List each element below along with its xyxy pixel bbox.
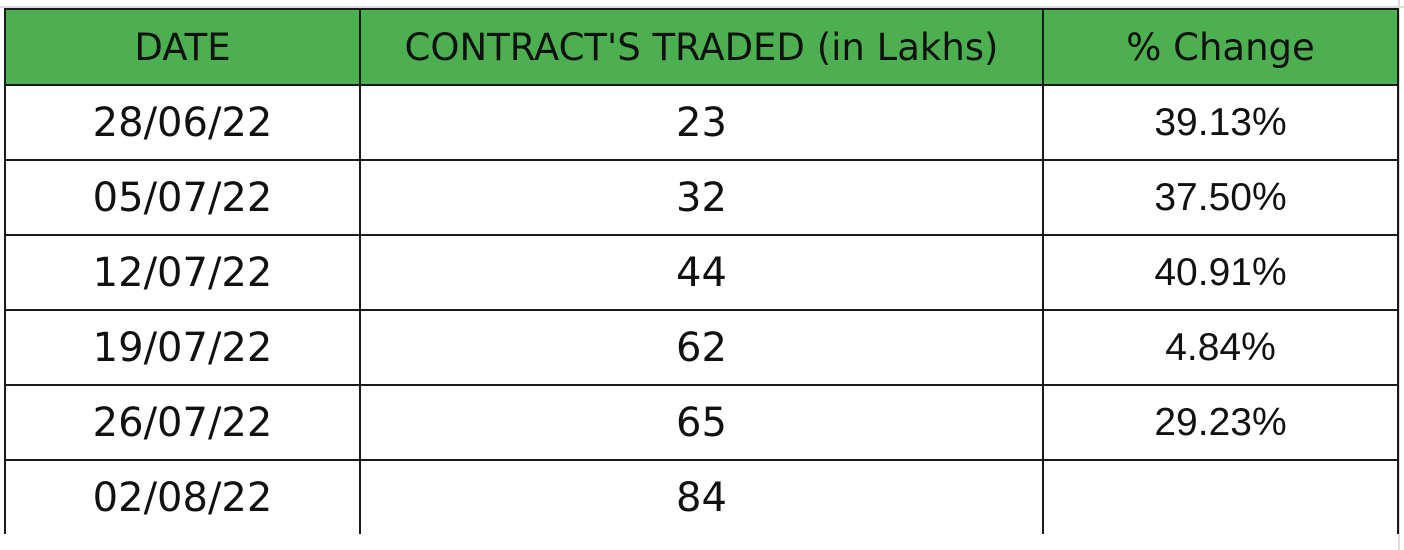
column-header-contracts[interactable]: CONTRACT'S TRADED (in Lakhs) <box>359 8 1044 86</box>
column-header-change[interactable]: % Change <box>1042 8 1399 86</box>
date-cell[interactable]: 19/07/22 <box>4 309 361 386</box>
date-cell[interactable]: 28/06/22 <box>4 84 361 161</box>
date-cell[interactable]: 12/07/22 <box>4 234 361 311</box>
contracts-cell[interactable]: 44 <box>359 234 1044 311</box>
change-cell[interactable]: 29.23% <box>1042 384 1399 461</box>
change-cell[interactable]: 40.91% <box>1042 234 1399 311</box>
table-header-row: DATE CONTRACT'S TRADED (in Lakhs) % Chan… <box>4 8 1399 86</box>
contracts-cell[interactable]: 62 <box>359 309 1044 386</box>
date-cell[interactable]: 05/07/22 <box>4 159 361 236</box>
date-cell[interactable]: 26/07/22 <box>4 384 361 461</box>
contracts-cell[interactable]: 23 <box>359 84 1044 161</box>
contracts-table: DATE CONTRACT'S TRADED (in Lakhs) % Chan… <box>4 8 1399 534</box>
table-row: 02/08/22 84 <box>4 459 1399 534</box>
contracts-cell[interactable]: 84 <box>359 459 1044 534</box>
table-row: 05/07/22 32 37.50% <box>4 159 1399 236</box>
table-row: 12/07/22 44 40.91% <box>4 234 1399 311</box>
change-cell[interactable]: 39.13% <box>1042 84 1399 161</box>
gridline <box>1398 0 1400 550</box>
contracts-cell[interactable]: 65 <box>359 384 1044 461</box>
change-cell[interactable]: 37.50% <box>1042 159 1399 236</box>
table-row: 26/07/22 65 29.23% <box>4 384 1399 461</box>
column-header-date[interactable]: DATE <box>4 8 361 86</box>
change-cell[interactable] <box>1042 459 1399 534</box>
table-row: 28/06/22 23 39.13% <box>4 84 1399 161</box>
gridline <box>0 6 1404 8</box>
table-row: 19/07/22 62 4.84% <box>4 309 1399 386</box>
change-cell[interactable]: 4.84% <box>1042 309 1399 386</box>
date-cell[interactable]: 02/08/22 <box>4 459 361 534</box>
contracts-cell[interactable]: 32 <box>359 159 1044 236</box>
